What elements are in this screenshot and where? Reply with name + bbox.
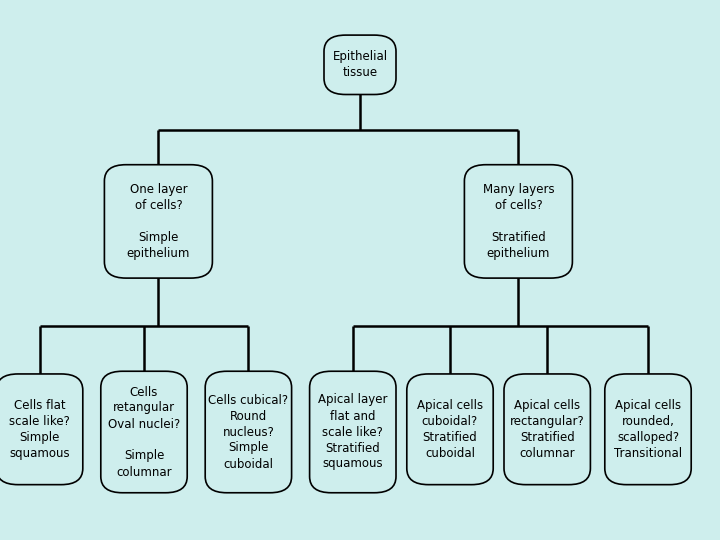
FancyBboxPatch shape <box>0 374 83 485</box>
Text: Many layers
of cells?

Stratified
epithelium: Many layers of cells? Stratified epithel… <box>482 183 554 260</box>
Text: Cells flat
scale like?
Simple
squamous: Cells flat scale like? Simple squamous <box>9 399 70 460</box>
Text: Cells
retangular
Oval nuclei?

Simple
columnar: Cells retangular Oval nuclei? Simple col… <box>108 386 180 478</box>
FancyBboxPatch shape <box>407 374 493 485</box>
Text: Apical cells
rounded,
scalloped?
Transitional: Apical cells rounded, scalloped? Transit… <box>614 399 682 460</box>
Text: Epithelial
tissue: Epithelial tissue <box>333 50 387 79</box>
FancyBboxPatch shape <box>605 374 691 485</box>
Text: Apical cells
rectangular?
Stratified
columnar: Apical cells rectangular? Stratified col… <box>510 399 585 460</box>
FancyBboxPatch shape <box>104 165 212 278</box>
Text: Cells cubical?
Round
nucleus?
Simple
cuboidal: Cells cubical? Round nucleus? Simple cub… <box>208 394 289 470</box>
FancyBboxPatch shape <box>464 165 572 278</box>
FancyBboxPatch shape <box>504 374 590 485</box>
FancyBboxPatch shape <box>310 372 396 492</box>
FancyBboxPatch shape <box>101 372 187 492</box>
FancyBboxPatch shape <box>324 35 396 94</box>
Text: Apical cells
cuboidal?
Stratified
cuboidal: Apical cells cuboidal? Stratified cuboid… <box>417 399 483 460</box>
Text: One layer
of cells?

Simple
epithelium: One layer of cells? Simple epithelium <box>127 183 190 260</box>
Text: Apical layer
flat and
scale like?
Stratified
squamous: Apical layer flat and scale like? Strati… <box>318 394 387 470</box>
FancyBboxPatch shape <box>205 372 292 492</box>
